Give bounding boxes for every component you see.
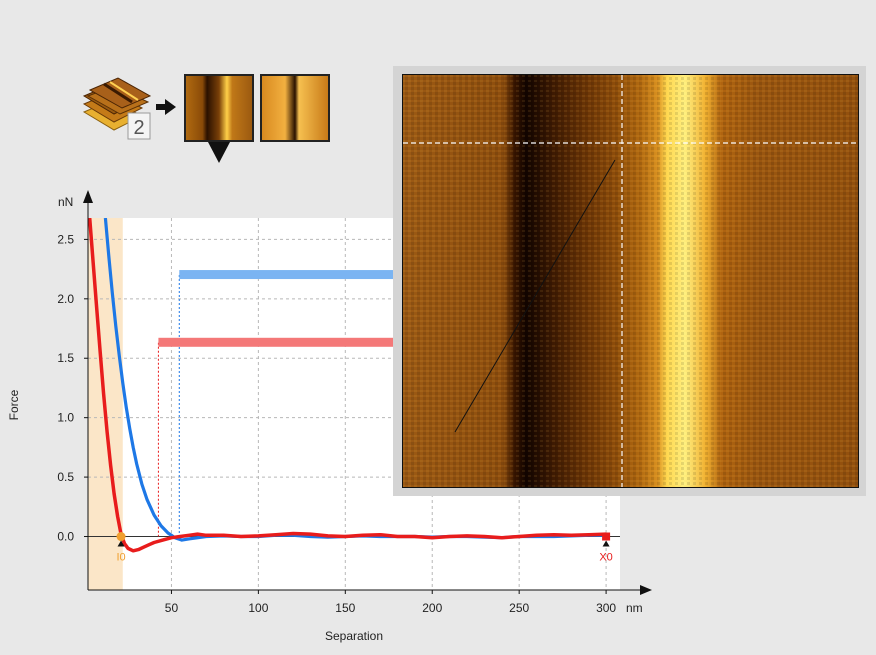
markers[interactable]: I0 X0 — [116, 532, 613, 564]
retract-curve — [88, 218, 607, 553]
y-tick-label: 1.0 — [57, 411, 74, 425]
x-tick-label: 300 — [596, 601, 616, 615]
x-tick-label: 200 — [422, 601, 442, 615]
marker-I0-pointer — [117, 540, 125, 547]
afm-lateral-thumbnail[interactable] — [260, 74, 330, 142]
y-tick-label: 2.0 — [57, 292, 74, 306]
marker-I0-label: I0 — [116, 552, 125, 564]
x-axis-arrow — [640, 585, 652, 595]
y-tick-label: 0.0 — [57, 530, 74, 544]
triangle-down-icon[interactable] — [208, 142, 230, 163]
y-tick-labels: 0.0 0.5 1.0 1.5 2.0 2.5 — [57, 232, 88, 544]
x-tick-label: 100 — [248, 601, 268, 615]
x-tick-label: 50 — [165, 601, 179, 615]
y-tick-label: 0.5 — [57, 470, 74, 484]
x-tick-label: 250 — [509, 601, 529, 615]
y-axis-arrow — [83, 190, 93, 203]
x-axis-title: Separation — [325, 629, 383, 643]
x-tick-label: 150 — [335, 601, 355, 615]
x-unit-label: nm — [626, 601, 643, 615]
layer-stack-icon[interactable] — [82, 77, 152, 131]
retract-level-bar — [158, 337, 620, 347]
profile-line[interactable] — [454, 159, 616, 433]
marker-X0-point[interactable] — [602, 532, 611, 541]
y-tick-label: 1.5 — [57, 351, 74, 365]
y-tick-label: 2.5 — [57, 232, 74, 246]
arrow-right-icon — [156, 99, 176, 115]
marker-I0-point[interactable] — [116, 532, 126, 542]
y-unit-label: nN — [58, 195, 73, 209]
afm-height-thumbnail[interactable] — [184, 74, 254, 142]
x-tick-labels: 50 100 150 200 250 300 — [165, 590, 616, 615]
marker-X0-pointer — [602, 540, 610, 547]
marker-X0-label: X0 — [599, 552, 612, 564]
y-axis-title: Force — [7, 389, 21, 420]
badge: 2 — [127, 112, 151, 140]
badge-number: 2 — [133, 117, 144, 139]
afm-image-panel[interactable] — [393, 66, 866, 496]
y-gridlines — [88, 238, 620, 478]
